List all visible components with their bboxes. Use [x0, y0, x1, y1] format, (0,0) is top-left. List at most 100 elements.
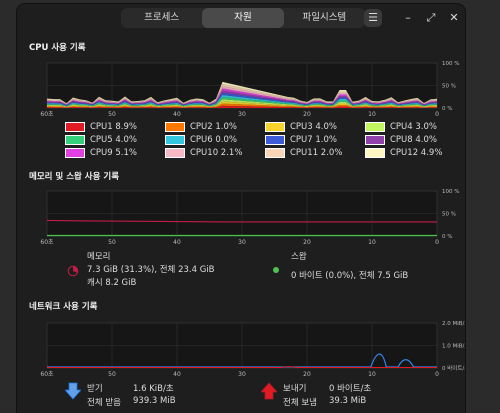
cpu-color-swatch[interactable]: [65, 148, 85, 158]
cpu-legend-label: CPU12 4.9%: [390, 148, 443, 158]
maximize-icon[interactable]: ⤢: [426, 11, 436, 24]
mem-y-tick-label: 50 %: [442, 212, 456, 218]
cpu-legend-label: CPU2 1.0%: [190, 122, 237, 132]
cpu-x-tick-label: 50: [108, 111, 116, 118]
cpu-legend-item[interactable]: CPU4 3.0%: [365, 122, 437, 132]
memory-cache-text: 캐시 8.2 GiB: [87, 278, 137, 288]
cpu-legend-label: CPU7 1.0%: [290, 135, 337, 145]
cpu-area-series: [47, 103, 437, 108]
mem-x-tick-label: 30: [238, 239, 246, 246]
cpu-color-swatch[interactable]: [65, 122, 85, 132]
network-section-title: 네트워크 사용 기록: [29, 302, 98, 312]
net-x-tick-label: 20: [303, 371, 311, 378]
receive-total-label: 전체 받음: [87, 398, 121, 408]
cpu-legend-item[interactable]: CPU8 4.0%: [365, 135, 437, 145]
memory-line: [46, 219, 437, 223]
cpu-legend-item[interactable]: CPU5 4.0%: [65, 135, 137, 145]
cpu-color-swatch[interactable]: [365, 122, 385, 132]
send-line: [47, 366, 437, 368]
mem-x-tick-label: 10: [368, 239, 376, 246]
cpu-x-tick-label: 30: [238, 111, 246, 118]
cpu-color-swatch[interactable]: [265, 122, 285, 132]
cpu-color-swatch[interactable]: [65, 135, 85, 145]
upload-arrow-icon: [260, 382, 278, 404]
cpu-legend-label: CPU11 2.0%: [290, 148, 343, 158]
cpu-legend-label: CPU4 3.0%: [390, 122, 437, 132]
net-y-tick-label: 1.0 MiB/초: [442, 343, 465, 350]
cpu-y-tick-label: 50 %: [442, 84, 456, 90]
send-total-label: 전체 보냄: [283, 398, 317, 408]
cpu-color-swatch[interactable]: [165, 122, 185, 132]
memory-info: 메모리 7.3 GiB (31.3%), 전체 23.4 GiB 캐시 8.2 …: [87, 251, 215, 290]
swap-info: 스왑 0 바이트 (0.0%), 전체 7.5 GiB: [291, 251, 408, 283]
cpu-color-swatch[interactable]: [165, 148, 185, 158]
mem-x-tick-label: 50: [108, 239, 116, 246]
mem-x-tick-label: 40: [173, 239, 181, 246]
cpu-legend-item[interactable]: CPU12 4.9%: [365, 148, 442, 158]
cpu-section-title: CPU 사용 기록: [29, 43, 86, 53]
cpu-legend-item[interactable]: CPU3 4.0%: [265, 122, 337, 132]
receive-rate: 1.6 KiB/초: [133, 384, 174, 394]
tab-filesystems[interactable]: 파일시스템: [302, 12, 347, 23]
cpu-color-swatch[interactable]: [365, 148, 385, 158]
net-y-tick-label: 2.0 MiB/초: [442, 320, 465, 327]
cpu-legend-item[interactable]: CPU1 8.9%: [65, 122, 137, 132]
cpu-color-swatch[interactable]: [165, 135, 185, 145]
send-rate: 0 바이트/초: [329, 384, 372, 394]
receive-total: 939.3 MiB: [133, 396, 176, 406]
mem-x-tick-label: 60초: [40, 239, 54, 246]
memory-usage-text: 7.3 GiB (31.3%), 전체 23.4 GiB: [87, 265, 215, 275]
mem-x-tick-label: 0: [435, 239, 439, 246]
net-x-tick-label: 60초: [40, 371, 54, 378]
cpu-color-swatch[interactable]: [265, 148, 285, 158]
cpu-legend-item[interactable]: CPU2 1.0%: [165, 122, 237, 132]
cpu-legend-label: CPU8 4.0%: [390, 135, 437, 145]
swap-label: 스왑: [291, 252, 307, 262]
net-x-tick-label: 30: [238, 371, 246, 378]
cpu-legend-item[interactable]: CPU7 1.0%: [265, 135, 337, 145]
cpu-legend-item[interactable]: CPU11 2.0%: [265, 148, 342, 158]
net-x-tick-label: 50: [108, 371, 116, 378]
net-x-tick-label: 10: [368, 371, 376, 378]
close-icon[interactable]: ✕: [449, 11, 459, 24]
send-total: 39.3 MiB: [329, 396, 367, 406]
minimize-icon[interactable]: –: [405, 11, 411, 24]
net-y-tick-label: 0 바이트/초: [442, 364, 465, 372]
cpu-x-tick-label: 0: [435, 111, 439, 118]
cpu-legend-item[interactable]: CPU6 0.0%: [165, 135, 237, 145]
cpu-legend-item[interactable]: CPU9 5.1%: [65, 148, 137, 158]
send-label: 보내기: [283, 384, 307, 394]
cpu-legend-label: CPU3 4.0%: [290, 122, 337, 132]
tab-processes[interactable]: 프로세스: [144, 12, 180, 23]
cpu-y-tick-label: 0 %: [442, 106, 452, 112]
mem-x-tick-label: 20: [303, 239, 311, 246]
cpu-legend-label: CPU9 5.1%: [90, 148, 137, 158]
cpu-legend-label: CPU6 0.0%: [190, 135, 237, 145]
system-monitor-window: 프로세스 자원 파일시스템 ☰ – ⤢ ✕ CPU 사용 기록 60초 50 40 3…: [17, 4, 465, 413]
cpu-area-series: [47, 95, 437, 107]
receive-label: 받기: [87, 384, 103, 394]
network-history-chart: 60초 50 40 30 20 10 0 2.0 MiB/초 1.0 MiB/초 0 바이트/초: [40, 320, 465, 378]
cpu-legend-label: CPU5 4.0%: [90, 135, 137, 145]
cpu-color-swatch[interactable]: [265, 135, 285, 145]
memory-label: 메모리: [87, 252, 111, 262]
cpu-legend-label: CPU10 2.1%: [190, 148, 243, 158]
mem-y-tick-label: 100 %: [442, 189, 459, 195]
cpu-area-series: [47, 99, 437, 107]
cpu-x-tick-label: 40: [173, 111, 181, 118]
cpu-x-tick-label: 60초: [40, 111, 54, 118]
view-switcher: 프로세스 자원 파일시스템: [121, 8, 365, 28]
mem-y-tick-label: 0 %: [442, 234, 452, 240]
memory-history-chart: 60초 50 40 30 20 10 0 100 % 50 % 0 %: [40, 189, 459, 246]
cpu-x-tick-label: 20: [303, 111, 311, 118]
cpu-legend: CPU1 8.9% CPU2 1.0% CPU3 4.0% CPU4 3.0% CPU5…: [65, 122, 465, 162]
memory-pie-icon: [67, 262, 79, 277]
cpu-color-swatch[interactable]: [365, 135, 385, 145]
swap-usage-text: 0 바이트 (0.0%), 전체 7.5 GiB: [291, 271, 409, 281]
memory-section-title: 메모리 및 스왑 사용 기록: [29, 172, 120, 182]
swap-pie-icon: [273, 267, 279, 273]
hamburger-icon[interactable]: ☰: [364, 9, 382, 27]
net-x-tick-label: 40: [173, 371, 181, 378]
cpu-legend-item[interactable]: CPU10 2.1%: [165, 148, 242, 158]
tab-resources[interactable]: 자원: [202, 8, 284, 28]
